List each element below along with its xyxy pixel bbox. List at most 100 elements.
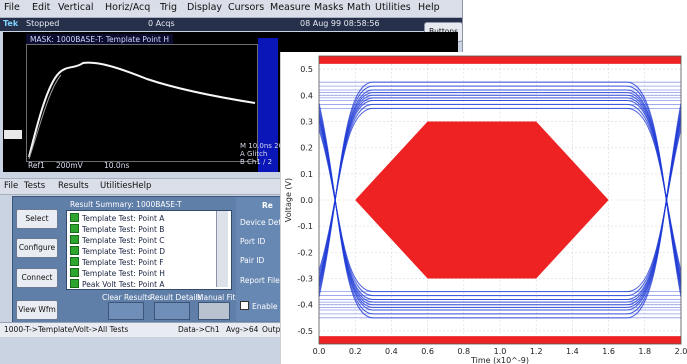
brand-label: Tek <box>3 19 19 28</box>
y-tick-label: -0.3 <box>297 275 313 284</box>
list-item[interactable]: Template Test: Point B <box>70 224 164 234</box>
check-icon[interactable] <box>70 235 79 244</box>
waveform-trace <box>28 61 256 160</box>
info-line: B Ch1 / 2 <box>240 158 273 166</box>
list-item[interactable]: Template Test: Point C <box>70 235 165 245</box>
mask-hexagon <box>355 121 609 279</box>
eye-diagram-chart: 0.5 0.4 0.3 0.2 0.1 0.0 -0.1 -0.2 -0.3 -0.4 -0.5 0.… <box>284 55 687 364</box>
y-tick-label: -0.4 <box>297 301 313 310</box>
report-panel <box>236 197 284 321</box>
dialog-menu-results[interactable]: Results <box>58 181 89 191</box>
ref-label: Ref1 <box>28 161 45 170</box>
result-details-label: Result Details <box>150 293 202 302</box>
check-icon[interactable] <box>70 257 79 266</box>
list-item[interactable]: Peak Volt Test: Point A <box>70 279 165 289</box>
volts-per-div: 200mV <box>56 161 83 170</box>
mask-band-top <box>319 56 681 64</box>
x-tick-label: 0.0 <box>313 347 326 356</box>
run-state: Stopped <box>26 19 60 28</box>
report-heading: Re <box>262 201 273 210</box>
select-button[interactable]: Select <box>16 209 58 229</box>
mask-title: MASK: 1000BASE-T: Template Point H <box>26 34 173 45</box>
y-tick-label: 0.2 <box>300 144 313 153</box>
x-tick-label: 1.2 <box>530 347 543 356</box>
menu-help[interactable]: Help <box>418 2 440 13</box>
menu-horiz-acq[interactable]: Horiz/Acq <box>105 2 151 13</box>
y-tick-label: -0.1 <box>297 222 313 231</box>
x-tick-label: 0.2 <box>349 347 362 356</box>
menu-file[interactable]: File <box>4 2 20 13</box>
test-path: 1000-T->Template/Volt->All Tests <box>4 325 129 334</box>
date-time: 08 Aug 99 08:58:56 <box>300 19 380 28</box>
data-source: Data->Ch1 <box>178 325 220 334</box>
x-tick-label: 0.8 <box>457 347 470 356</box>
output-label: Outp <box>262 325 281 334</box>
menu-display[interactable]: Display <box>187 2 223 13</box>
mask-band-bottom <box>319 336 681 344</box>
menu-math[interactable]: Math <box>347 2 371 13</box>
info-line: A Glitch <box>240 150 268 158</box>
port-id-label: Port ID <box>240 237 266 246</box>
menu-trig[interactable]: Trig <box>160 2 177 13</box>
y-tick-label: 0.1 <box>300 170 313 179</box>
dialog-menu-file[interactable]: File <box>4 181 19 191</box>
time-per-div: 10.0ns <box>104 161 130 170</box>
status-bar: Tek Stopped 0 Acqs 08 Aug 99 08:58:56 <box>0 18 462 31</box>
dialog-menu-utilities[interactable]: Utilities <box>100 181 132 191</box>
device-details-label[interactable]: Device Details <box>240 218 295 227</box>
manual-fit-button[interactable] <box>198 302 230 320</box>
check-icon[interactable] <box>70 213 79 222</box>
check-icon[interactable] <box>70 224 79 233</box>
checkbox-icon[interactable] <box>240 301 249 310</box>
configure-button[interactable]: Configure <box>16 238 58 258</box>
plot-frame <box>318 55 682 345</box>
check-icon[interactable] <box>70 268 79 277</box>
y-tick-label: 0.5 <box>300 65 313 74</box>
menu-measure[interactable]: Measure <box>270 2 311 13</box>
x-tick-label: 1.4 <box>566 347 579 356</box>
menu-edit[interactable]: Edit <box>32 2 51 13</box>
y-axis-label: Voltage (V) <box>284 178 293 222</box>
clear-results-button[interactable] <box>108 302 144 320</box>
connect-button[interactable]: Connect <box>16 268 58 288</box>
x-tick-label: 0.6 <box>421 347 434 356</box>
menu-vertical[interactable]: Vertical <box>58 2 94 13</box>
pair-id-label: Pair ID <box>240 256 265 265</box>
eye-diagram: 0.5 0.4 0.3 0.2 0.1 0.0 -0.1 -0.2 -0.3 -0.4 -0.5 0.… <box>280 52 687 364</box>
mask-overlay-bar <box>258 38 278 172</box>
list-item[interactable]: Template Test: Point D <box>70 246 165 256</box>
y-tick-label: 0.4 <box>300 91 313 100</box>
list-item[interactable]: Template Test: Point A <box>70 213 164 223</box>
x-tick-label: 0.4 <box>385 347 398 356</box>
check-icon[interactable] <box>70 279 79 288</box>
x-axis-label: Time (x10^-9) <box>470 356 529 364</box>
y-tick-label: -0.2 <box>297 248 313 257</box>
result-details-button[interactable] <box>154 302 190 320</box>
list-item[interactable]: Template Test: Point F <box>70 257 164 267</box>
menu-masks[interactable]: Masks <box>314 2 344 13</box>
list-item[interactable]: Template Test: Point H <box>70 268 165 278</box>
acq-info: M 10.0ns 20 A Glitch B Ch1 / 2 <box>240 142 283 166</box>
manual-fit-label: Manual Fit <box>197 293 236 302</box>
x-tick-label: 1.0 <box>494 347 507 356</box>
clear-results-label: Clear Results <box>102 293 152 302</box>
x-tick-label: 1.8 <box>638 347 651 356</box>
acq-count: 0 Acqs <box>148 19 175 28</box>
view-waveform-button[interactable]: View Wfm <box>16 300 58 320</box>
list-scrollbar[interactable] <box>216 211 228 287</box>
test-list[interactable]: Template Test: Point A Template Test: Po… <box>66 210 232 290</box>
y-tick-label: 0.3 <box>300 117 313 126</box>
report-file-label: Report File <box>240 276 280 285</box>
channel-marker[interactable] <box>4 130 22 139</box>
check-icon[interactable] <box>70 246 79 255</box>
trace-area <box>26 44 258 162</box>
dialog-menu-help[interactable]: Help <box>132 181 152 191</box>
y-tick-label: 0.0 <box>300 196 313 205</box>
dialog-menu-tests[interactable]: Tests <box>24 181 46 191</box>
menu-cursors[interactable]: Cursors <box>228 2 265 13</box>
summary-label: Result Summary: 1000BASE-T <box>70 200 182 209</box>
enable-checkbox[interactable]: Enable P <box>240 301 284 311</box>
info-line: M 10.0ns 20 <box>240 142 284 150</box>
menu-utilities[interactable]: Utilities <box>375 2 411 13</box>
avg-count: Avg->64 <box>226 325 259 334</box>
